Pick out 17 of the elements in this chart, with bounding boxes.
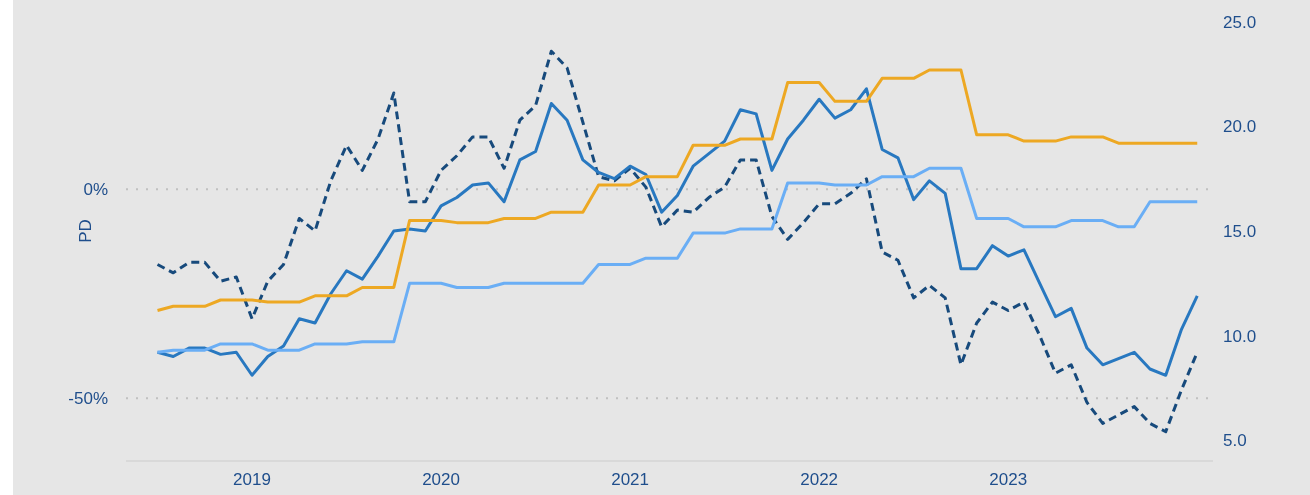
y2-tick-label: 20.0 (1223, 117, 1257, 137)
x-tick-label: 2023 (989, 470, 1028, 490)
y2-tick-label: 25.0 (1223, 12, 1257, 32)
line-series (156, 87, 1199, 377)
x-tick-label: 2022 (800, 470, 839, 490)
x-tick-label: 2021 (611, 470, 650, 490)
x-tick-label: 2019 (233, 470, 271, 490)
y2-tick-label: 5.0 (1223, 431, 1247, 451)
line-series (156, 68, 1199, 312)
y-axis-title: PD (76, 219, 96, 243)
line-series (156, 166, 1199, 354)
y-tick-label: -50% (68, 389, 108, 409)
y-tick-label: 0% (83, 180, 108, 200)
y2-tick-label: 10.0 (1223, 326, 1257, 346)
line-series (156, 49, 1199, 434)
x-tick-label: 2020 (422, 470, 460, 490)
y2-tick-label: 15.0 (1223, 222, 1257, 242)
